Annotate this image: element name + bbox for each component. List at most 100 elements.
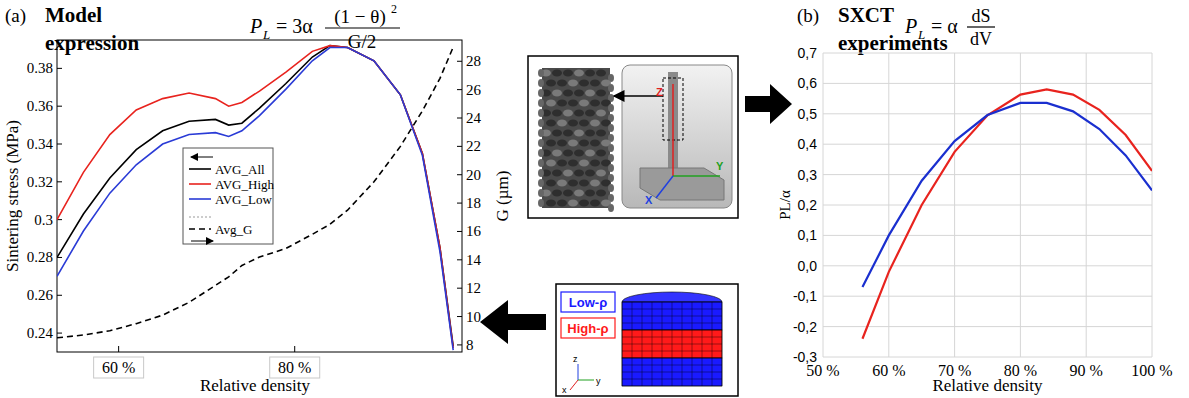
mesh-line [622,379,722,380]
axis-label: Z [656,86,663,98]
pore [546,200,556,207]
legend-label: Avg_G [215,222,252,237]
y2-tick [457,231,462,232]
mesh-line [622,330,722,331]
y-axis-label: Sintering stress (MPa) [3,120,22,272]
pore [579,120,589,127]
pore [579,160,589,167]
pore [563,110,573,117]
pore [552,130,562,137]
pore [538,109,544,117]
pore [585,170,595,177]
title-line: Model [45,3,102,27]
y2-tick [457,118,462,119]
y-tick-label: 0.32 [27,174,53,190]
legend-box [183,148,273,244]
mesh-line [622,358,722,359]
pore [546,180,556,187]
series-line [57,46,453,349]
pore [546,100,556,107]
pore [538,69,544,77]
pore [552,70,562,77]
pore [557,100,567,107]
y-tick-label: 0,2 [798,197,818,213]
y-tick-label: 0,4 [798,136,818,152]
formula: L [917,27,925,42]
pore [574,110,584,117]
pore [552,170,562,177]
grid-line [823,83,1152,84]
legend-swatch [189,198,211,200]
formula: G/2 [348,31,377,52]
y-tick-label: 0.24 [27,325,54,341]
plot-area [57,46,453,350]
axis-y [578,380,594,381]
pore [574,190,584,197]
y2-tick-label: 28 [466,53,481,69]
x-tick [118,346,119,352]
pore [590,80,600,87]
y-tick [57,333,62,334]
axis-label: y [596,376,601,386]
grid-line [954,53,955,357]
grid-line [823,53,1152,54]
formula: (1 − θ) [334,6,385,28]
y2-tick [457,146,462,147]
x-tick [294,346,295,352]
y2-tick [457,316,462,317]
pore [590,180,600,187]
grid-line [823,144,1152,145]
grid-line [823,205,1152,206]
grid-line [888,53,889,357]
plot-frame [57,40,462,352]
y-tick-label: 0,3 [798,167,818,183]
axis-label: z [573,354,578,364]
axis-z [578,364,579,380]
pore [574,70,584,77]
y-tick-label: 0,0 [798,258,818,274]
mesh-line [622,344,722,345]
grid-line [823,357,1152,358]
pore [608,184,614,192]
y-tick-label: 0.26 [27,287,54,303]
pore [568,160,578,167]
mesh-legend-label: Low-ρ [569,295,607,310]
y-tick-label: 0.3 [34,212,53,228]
pore [557,180,567,187]
fraction-bar [325,27,400,28]
pore [538,119,544,127]
panel-label: (a) [5,5,26,27]
pore [568,80,578,87]
y-tick [57,295,62,296]
y-tick-label: 0,6 [798,75,818,91]
y-tick-label: 0,5 [798,106,818,122]
y-tick [57,144,62,145]
y-tick-label: 0.36 [27,98,54,114]
x-tick-box [94,357,144,378]
pore [574,150,584,157]
pore [608,84,614,92]
y2-tick-label: 26 [466,82,482,98]
pore [574,90,584,97]
series-line [57,46,453,347]
pore [538,169,544,177]
pore [568,100,578,107]
axis-y [673,175,720,177]
y2-axis-label: G (µm) [493,171,512,222]
mesh-line [622,337,722,338]
base-block [640,168,724,200]
pore [579,100,589,107]
pore [552,190,562,197]
mesh-line [622,372,722,373]
flow-arrow [745,84,792,124]
pore [563,170,573,177]
pore [574,170,584,177]
grid-line [823,296,1152,297]
formula: dV [970,29,992,49]
y-tick-label: -0,1 [793,288,817,304]
pore [552,150,562,157]
formula: = α [931,15,958,37]
panel-title: Modelexpression [45,3,139,55]
pore [590,140,600,147]
pore [568,180,578,187]
